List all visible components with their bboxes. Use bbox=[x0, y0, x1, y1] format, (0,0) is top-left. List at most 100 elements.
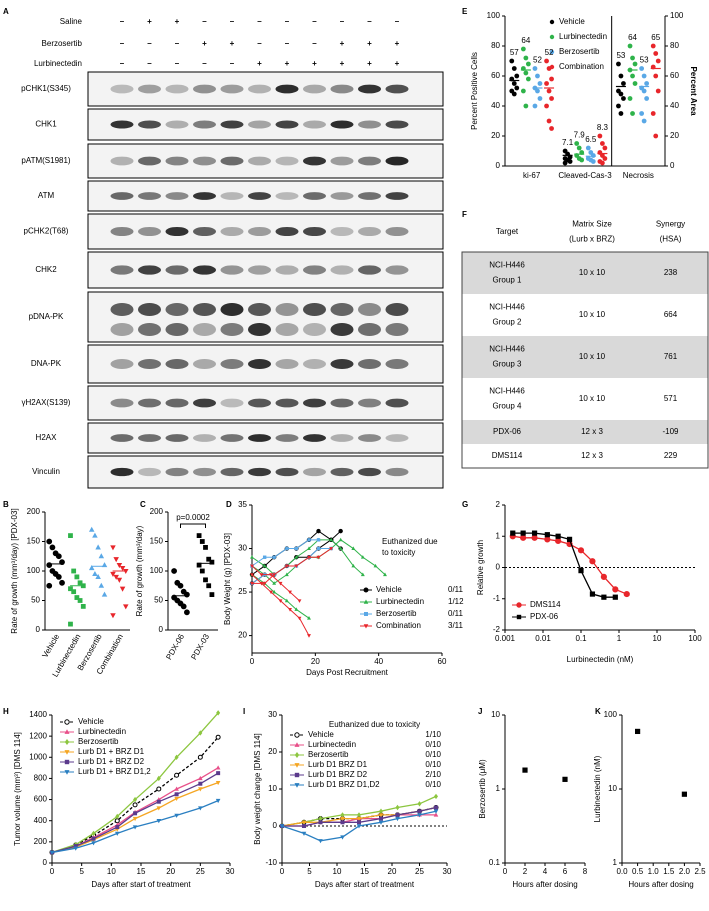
data-point bbox=[318, 839, 323, 844]
value-label: 7.1 bbox=[562, 138, 574, 147]
data-point bbox=[351, 546, 356, 550]
data-point bbox=[88, 526, 95, 532]
treatment-sign: + bbox=[340, 39, 345, 48]
legend-marker bbox=[64, 759, 70, 765]
data-point bbox=[294, 555, 299, 559]
legend-count: 0/10 bbox=[425, 750, 441, 759]
x-tick-label: 2 bbox=[523, 867, 528, 876]
data-point bbox=[395, 804, 400, 811]
y-tick-label: 1 bbox=[613, 858, 618, 867]
legend-marker bbox=[64, 750, 70, 755]
blot-band bbox=[220, 120, 244, 129]
blot-band bbox=[220, 398, 244, 408]
data-point bbox=[616, 61, 621, 67]
data-point bbox=[650, 111, 656, 116]
data-point bbox=[612, 594, 618, 600]
x-tick-label: 1.5 bbox=[663, 867, 675, 876]
y-tick-label: -10 bbox=[265, 858, 277, 867]
blot-band bbox=[358, 120, 381, 129]
value-label: 65 bbox=[651, 33, 660, 42]
blot-band bbox=[330, 303, 354, 316]
table-cell: 10 x 10 bbox=[579, 268, 606, 277]
data-point bbox=[198, 730, 203, 736]
y2-tick-label: 80 bbox=[670, 41, 679, 50]
y-axis-label: Body Weight (g) [PDX-03] bbox=[223, 533, 232, 625]
legend-marker bbox=[549, 49, 555, 55]
x-tick-label: 25 bbox=[196, 867, 205, 876]
blot-band bbox=[330, 120, 354, 129]
table-cell: 761 bbox=[664, 352, 678, 361]
blot-band bbox=[385, 467, 409, 477]
treatment-sign: – bbox=[340, 17, 345, 26]
y-axis-label: Berzosertib (μM) bbox=[478, 759, 487, 819]
blot-band bbox=[330, 192, 354, 200]
blot-band bbox=[248, 398, 271, 408]
data-point bbox=[307, 546, 311, 550]
data-point bbox=[549, 96, 554, 101]
data-point bbox=[627, 96, 633, 101]
value-label: 52 bbox=[533, 56, 542, 65]
data-point bbox=[262, 581, 267, 586]
legend-marker bbox=[294, 732, 300, 738]
value-label: 64 bbox=[628, 33, 637, 42]
blot-band bbox=[110, 120, 134, 129]
data-point bbox=[91, 841, 96, 846]
blot-band bbox=[138, 156, 161, 166]
panel-letter: B bbox=[3, 500, 9, 509]
blot-band bbox=[385, 434, 409, 442]
y-tick-label: 20 bbox=[491, 131, 500, 140]
data-point bbox=[316, 538, 321, 542]
treatment-sign: – bbox=[312, 17, 317, 26]
data-point bbox=[535, 88, 540, 94]
blot-band bbox=[330, 398, 354, 408]
data-point bbox=[80, 604, 86, 609]
table-cell: PDX-06 bbox=[493, 427, 522, 436]
panel-letter: A bbox=[3, 7, 9, 16]
data-point bbox=[600, 573, 607, 580]
blot-band bbox=[110, 434, 134, 442]
blot-band bbox=[330, 265, 354, 275]
data-point bbox=[288, 608, 292, 612]
data-point bbox=[585, 145, 591, 151]
data-point bbox=[250, 581, 254, 586]
blot-band bbox=[138, 265, 161, 275]
y-tick-label: 100 bbox=[604, 710, 618, 719]
data-point bbox=[71, 568, 77, 574]
legend-label: Berzosertib bbox=[559, 47, 600, 56]
legend-label: Lurb D1 + BRZ D1,2 bbox=[78, 767, 151, 776]
blot-band bbox=[303, 323, 326, 336]
blot-label: pDNA-PK bbox=[29, 312, 64, 321]
data-point bbox=[655, 58, 661, 64]
panel-letter: C bbox=[140, 500, 146, 509]
data-point bbox=[627, 43, 633, 49]
treatment-sign: + bbox=[257, 59, 262, 68]
data-point bbox=[294, 546, 299, 551]
blot-band bbox=[165, 303, 189, 316]
legend-marker bbox=[64, 719, 70, 725]
annotation: Euthanized due to toxicity bbox=[329, 720, 420, 729]
data-point bbox=[340, 816, 345, 822]
x-tick-label: 0 bbox=[280, 867, 285, 876]
legend-marker bbox=[549, 34, 555, 40]
data-point bbox=[206, 583, 212, 589]
value-label: 7.9 bbox=[574, 131, 586, 140]
data-point bbox=[544, 532, 550, 538]
blot-band bbox=[303, 359, 326, 369]
treatment-sign: – bbox=[257, 17, 262, 26]
x-axis-label: Hours after dosing bbox=[512, 880, 577, 889]
data-point bbox=[216, 710, 221, 716]
data-point bbox=[433, 809, 439, 814]
treatment-sign: – bbox=[230, 17, 235, 26]
y-tick-label: 400 bbox=[34, 816, 48, 825]
treatment-sign: – bbox=[120, 39, 125, 48]
treatment-sign: + bbox=[230, 39, 235, 48]
data-point bbox=[196, 533, 202, 538]
table-cell: NCI-H446 bbox=[489, 345, 525, 354]
data-point bbox=[272, 555, 276, 559]
data-point bbox=[318, 820, 323, 825]
legend-marker bbox=[363, 599, 369, 604]
blot-band bbox=[165, 398, 189, 408]
blot-band bbox=[193, 156, 216, 166]
blot-band bbox=[220, 303, 244, 316]
blot-band bbox=[330, 467, 354, 477]
